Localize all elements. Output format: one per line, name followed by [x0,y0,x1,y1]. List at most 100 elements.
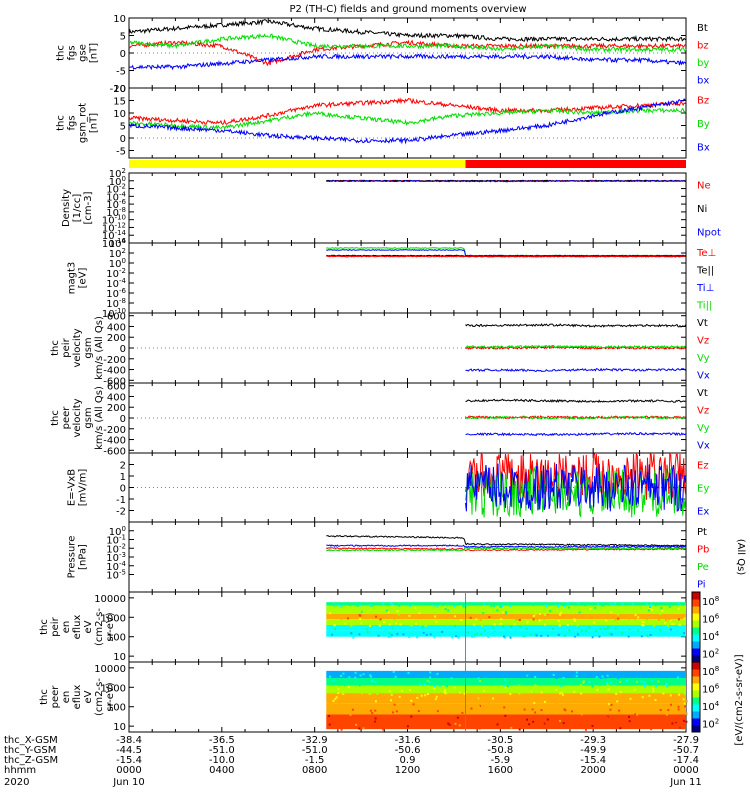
y-axis-title: (cm2-s- [94,608,105,646]
y-tick-label: 10000 [94,664,126,675]
heatmap-cell [381,616,384,619]
heatmap-cell [465,607,468,610]
heatmap-cell [383,630,386,633]
heatmap-cell [362,633,365,636]
legend: Vt Vz Vy Vx [697,318,710,382]
heatmap-cell [482,673,485,676]
heatmap-cell [538,619,541,622]
heatmap-cell [408,688,411,691]
heatmap-cell [549,614,552,617]
heatmap-cell [496,682,499,685]
heatmap-cell [591,725,594,728]
heatmap-cell [498,605,501,608]
heatmap-cell [342,672,345,675]
heatmap-cell [496,699,499,702]
heatmap-cell [641,623,644,626]
heatmap-cell [505,611,508,614]
heatmap-cell [660,627,663,630]
y-tick-label: 0 [120,134,126,145]
colorbar-tick-label: 106 [702,682,720,695]
y-tick-label: 104 [109,237,127,250]
heatmap-cell [388,690,391,693]
heatmap-cell [356,714,359,717]
heatmap-cell [492,697,495,700]
y-axis-title: Density [61,189,72,227]
heatmap-cell [380,625,383,628]
heatmap-cell [568,629,571,632]
heatmap-cell [684,705,687,708]
heatmap-cell [369,604,372,607]
heatmap-cell [483,603,486,606]
heatmap-cell [457,675,460,678]
heatmap-cell [461,711,464,714]
y-tick-label: 0 [120,49,126,60]
heatmap-cell [436,605,439,608]
heatmap-cell [458,724,461,727]
heatmap-cell [476,632,479,635]
heatmap-cell [647,609,650,612]
heatmap-cell [346,681,349,684]
heatmap-cell [576,633,579,636]
heatmap-cell [359,621,362,624]
heatmap-cell [580,629,583,632]
heatmap-cell [374,700,377,703]
x-tick-value: 1200 [395,765,420,776]
heatmap-cell [589,701,592,704]
y-axis-title: magt3 [67,262,78,295]
heatmap-cell [510,726,513,729]
series-line-te [326,255,686,258]
series-line-npot [326,180,686,183]
heatmap-cell [530,681,533,684]
legend-vz: Vz [697,405,709,416]
heatmap-cell [479,625,482,628]
heatmap-cell [451,633,454,636]
colorbar-tick-label: 104 [702,700,720,713]
heatmap-cell [634,614,637,617]
heatmap-cell [559,613,562,616]
series-line-vy [465,344,686,350]
status-bar-yellow [129,160,466,168]
heatmap-cell [392,670,395,673]
heatmap-cell [617,617,620,620]
x-row-label: thc_Y-GSM [4,745,56,756]
y-axis-title: [mV/m] [78,469,89,507]
heatmap-cell [365,608,368,611]
heatmap-cell [552,673,555,676]
legend: Pt Pb Pe Pi [697,527,709,591]
heatmap-cell [455,635,458,638]
heatmap-cell [593,603,596,606]
heatmap-cell [616,613,619,616]
heatmap-cell [619,690,622,693]
legend-by: By [697,119,710,130]
series-line-pe [326,546,686,552]
heatmap-cell [685,700,688,703]
heatmap-cell [655,682,658,685]
heatmap-cell [655,685,658,688]
y-tick-label: 100 [109,257,126,270]
heatmap-cell [408,634,411,637]
heatmap-cell [649,633,652,636]
heatmap-cell [604,629,607,632]
heatmap-cell [354,671,357,674]
x-row-label: thc_Z-GSM [4,755,58,766]
heatmap-cell [665,621,668,624]
heatmap-cell [389,680,392,683]
heatmap-cell [482,612,485,615]
heatmap-cell [534,613,537,616]
x-tick-value: -49.9 [580,745,606,756]
legend-vy: Vy [697,423,710,434]
heatmap-cell [354,694,357,697]
heatmap-cell [610,602,613,605]
y-axis-title: gsm_rot [78,103,89,143]
heatmap-cell [458,622,461,625]
heatmap-texture [327,670,688,731]
heatmap-cell [562,698,565,701]
heatmap-cell [668,618,671,621]
heatmap-cell [638,626,641,629]
legend-te: Te⊥ [696,248,716,259]
heatmap-cell [634,705,637,708]
heatmap-cell [450,677,453,680]
heatmap-cell [478,679,481,682]
